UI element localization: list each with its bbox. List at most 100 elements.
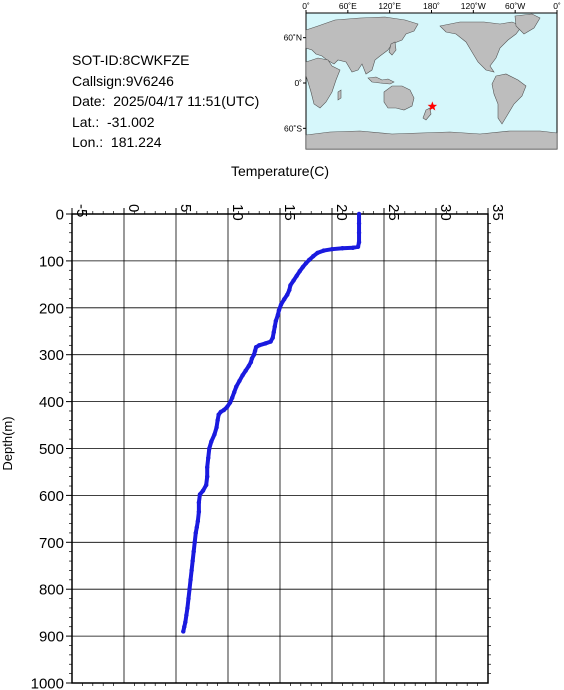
temperature-data-point xyxy=(221,407,227,413)
map-lon-label: 120˚E xyxy=(378,1,401,11)
temperature-data-point xyxy=(216,412,221,417)
temperature-data-point xyxy=(224,405,230,410)
temperature-data-point xyxy=(294,273,299,279)
land-japan xyxy=(388,41,397,56)
x-tick-label: 10 xyxy=(229,204,246,221)
temperature-data-point xyxy=(214,425,219,430)
land-south-america xyxy=(491,73,527,125)
map-lat-label: 0˚ xyxy=(294,78,302,88)
temperature-data-point xyxy=(246,363,251,369)
plot-area-frame xyxy=(71,213,489,684)
y-tick-label: 1000 xyxy=(31,676,64,690)
temperature-data-point xyxy=(203,482,209,488)
temperature-data-point xyxy=(340,246,345,251)
longitude-text: Lon.: 181.224 xyxy=(72,134,162,150)
temperature-data-point xyxy=(315,250,320,256)
map-longitude-labels: 0˚ 60˚E 120˚E 180˚ 120˚W 60˚W 0˚ xyxy=(302,1,561,11)
y-tick-label: 600 xyxy=(39,488,64,505)
temperature-data-point xyxy=(275,312,281,318)
temperature-data-point xyxy=(181,629,186,634)
y-tick-label: 900 xyxy=(39,629,64,646)
temperature-data-point xyxy=(188,577,193,583)
temperature-data-point xyxy=(281,297,287,302)
temperature-data-point xyxy=(321,248,326,253)
map-lon-label: 120˚W xyxy=(461,1,486,11)
x-tick-label: 35 xyxy=(489,204,506,221)
x-tick-label: 0 xyxy=(125,204,142,212)
temperature-data-point xyxy=(186,596,191,601)
x-tick-label: 5 xyxy=(177,204,194,212)
temperature-data-point xyxy=(272,324,277,329)
land-australia xyxy=(383,85,415,111)
temperature-data-point xyxy=(197,492,203,497)
temperature-data-point xyxy=(191,549,196,554)
temperature-data-point xyxy=(227,400,233,405)
float-info-block: SOT-ID:8CWKFZE Callsign:9V6246 Date: 202… xyxy=(72,50,259,153)
temperature-data-point xyxy=(297,269,302,274)
temperature-data-point xyxy=(205,465,210,470)
y-axis-title: Depth(m) xyxy=(0,416,15,470)
temperature-data-point xyxy=(200,488,206,493)
date-text: Date: 2025/04/17 11:51(UTC) xyxy=(72,93,260,109)
temperature-data-point xyxy=(192,540,197,545)
temperature-data-point xyxy=(350,245,355,250)
temperature-data-point xyxy=(273,318,279,324)
temperature-data-point xyxy=(311,254,316,259)
temperature-data-point xyxy=(187,587,192,592)
map-landmasses xyxy=(305,13,558,150)
temperature-profile-series xyxy=(181,211,362,634)
y-tick-label: 500 xyxy=(39,441,64,458)
temperature-data-point xyxy=(306,257,312,263)
temperature-data-point xyxy=(243,368,248,373)
map-lat-label: 60˚N xyxy=(284,33,302,43)
x-axis-ticks: -5 0 5 10 15 20 25 30 35 xyxy=(71,204,506,686)
temperature-data-point xyxy=(190,558,195,564)
land-eurasia xyxy=(305,16,419,75)
temperature-data-point xyxy=(276,307,282,313)
temperature-data-point xyxy=(184,612,189,618)
temperature-data-point xyxy=(206,455,211,461)
callsign-text: Callsign:9V6246 xyxy=(72,72,174,89)
float-marker-star xyxy=(427,101,438,111)
map-lon-label: 0˚ xyxy=(553,1,561,11)
temperature-data-point xyxy=(182,624,187,629)
temperature-data-point xyxy=(212,432,217,437)
temperature-data-point xyxy=(252,348,258,354)
y-tick-label: 800 xyxy=(39,582,64,599)
temperature-data-point xyxy=(285,292,290,297)
temperature-data-point xyxy=(215,418,220,423)
temperature-profile-line xyxy=(181,212,362,634)
temperature-data-point xyxy=(209,439,214,444)
temperature-data-point xyxy=(193,530,198,536)
temperature-data-point xyxy=(194,525,199,530)
x-tick-label: 30 xyxy=(437,204,454,221)
temperature-data-point xyxy=(288,283,293,288)
temperature-data-point xyxy=(251,352,257,357)
location-map: 0˚ 60˚E 120˚E 180˚ 120˚W 60˚W 0˚ 60˚N 0˚ 60˚S xyxy=(284,1,561,150)
temperature-data-point xyxy=(356,239,362,245)
temperature-data-point xyxy=(270,335,275,341)
map-lon-label: 60˚E xyxy=(339,1,357,11)
float-position-star xyxy=(427,101,438,111)
land-indonesia xyxy=(367,76,395,85)
temperature-data-point xyxy=(195,518,201,524)
land-antarctica xyxy=(305,130,558,150)
temperature-data-point xyxy=(257,343,262,348)
sot-id-text: SOT-ID:8CWKFZE xyxy=(72,52,190,68)
temperature-data-point xyxy=(303,261,309,266)
temperature-data-point xyxy=(249,356,255,361)
temperature-data-point xyxy=(355,244,361,250)
x-tick-label: -5 xyxy=(73,204,90,217)
latitude-text: Lat.: -31.002 xyxy=(72,113,155,130)
temperature-data-point xyxy=(240,373,245,378)
map-lat-label: 60˚S xyxy=(284,123,302,133)
temperature-data-point xyxy=(205,474,210,479)
map-lon-label: 0˚ xyxy=(302,1,310,11)
temperature-data-point xyxy=(263,341,268,346)
temperature-data-point xyxy=(234,384,239,389)
temperature-data-point xyxy=(189,568,194,573)
temperature-data-point xyxy=(356,211,362,217)
temperature-data-point xyxy=(356,230,362,235)
y-tick-label: 200 xyxy=(39,300,64,317)
